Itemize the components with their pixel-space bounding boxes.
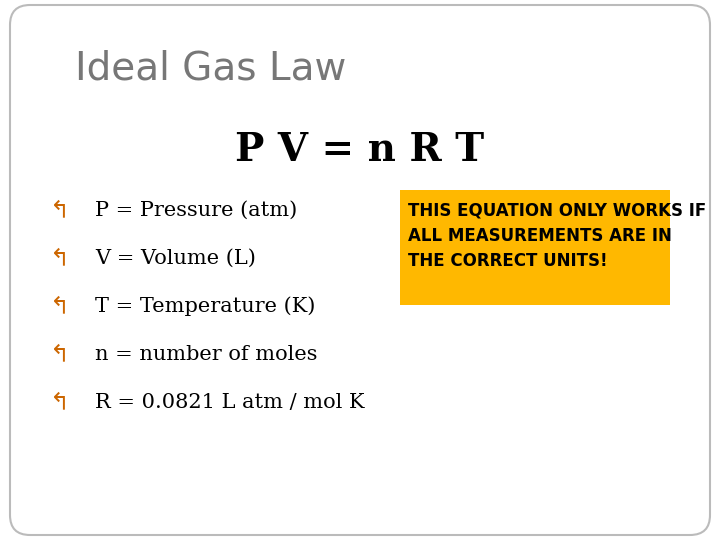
Text: ↰: ↰ <box>50 390 70 414</box>
Text: ↰: ↰ <box>50 246 70 270</box>
Text: T = Temperature (K): T = Temperature (K) <box>95 296 315 316</box>
Text: ↰: ↰ <box>50 342 70 366</box>
Text: P V = n R T: P V = n R T <box>235 131 485 169</box>
Text: R = 0.0821 L atm / mol K: R = 0.0821 L atm / mol K <box>95 393 364 411</box>
Text: ↰: ↰ <box>50 198 70 222</box>
Text: Ideal Gas Law: Ideal Gas Law <box>75 50 346 88</box>
Text: V = Volume (L): V = Volume (L) <box>95 248 256 267</box>
Text: n = number of moles: n = number of moles <box>95 345 318 363</box>
Text: THIS EQUATION ONLY WORKS IF
ALL MEASUREMENTS ARE IN
THE CORRECT UNITS!: THIS EQUATION ONLY WORKS IF ALL MEASUREM… <box>408 202 706 270</box>
Text: P = Pressure (atm): P = Pressure (atm) <box>95 200 297 219</box>
Text: ↰: ↰ <box>50 294 70 318</box>
FancyBboxPatch shape <box>400 190 670 305</box>
FancyBboxPatch shape <box>10 5 710 535</box>
